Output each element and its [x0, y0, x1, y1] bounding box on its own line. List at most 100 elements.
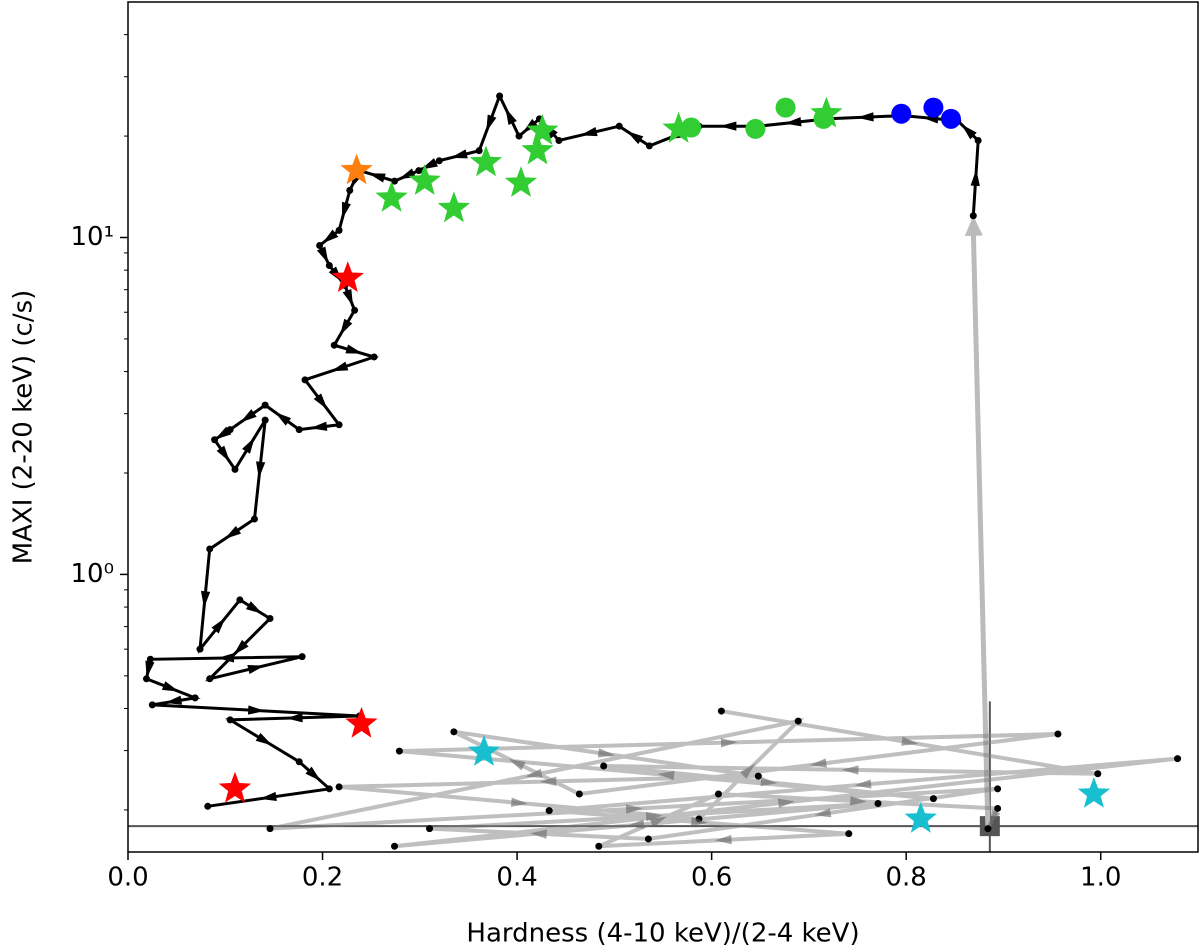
- arrow-head: [145, 660, 155, 678]
- star-marker: [331, 261, 364, 292]
- circle-marker: [745, 118, 766, 139]
- track-point: [391, 842, 399, 850]
- arrow-head: [850, 796, 868, 806]
- y-axis-label: MAXI (2-20 keV) (c/s): [9, 290, 39, 565]
- arrow-head: [486, 114, 497, 132]
- track-point: [226, 716, 234, 724]
- arrow-head: [245, 601, 263, 614]
- track-point: [475, 147, 483, 155]
- track-point: [211, 436, 219, 444]
- track-point: [717, 707, 725, 715]
- track-point: [250, 515, 258, 523]
- transition-arrow-head: [964, 215, 983, 236]
- track-point: [261, 416, 269, 424]
- track-point: [974, 137, 982, 145]
- track-line: [144, 92, 980, 808]
- track-point: [545, 807, 553, 815]
- track-point: [266, 614, 274, 622]
- star-marker: [526, 114, 559, 145]
- arrow-head: [814, 808, 832, 818]
- track-point: [391, 177, 399, 185]
- arrow-head: [161, 681, 180, 692]
- track-point: [435, 157, 443, 165]
- arrow-head: [625, 804, 643, 814]
- arrow-head: [809, 758, 827, 768]
- arrow-head: [539, 776, 557, 786]
- track-point: [335, 226, 343, 234]
- arrow-head: [247, 705, 265, 715]
- arrow-head: [341, 201, 351, 220]
- track-point: [1174, 755, 1182, 763]
- x-tick-label: 0.2: [302, 863, 343, 893]
- arrow-head: [247, 665, 265, 675]
- star-marker: [662, 111, 695, 143]
- y-tick-label: 10⁰: [70, 559, 114, 589]
- track-point: [845, 830, 853, 838]
- track-point: [994, 785, 1002, 793]
- arrow-head: [720, 738, 738, 748]
- track-point: [645, 142, 653, 150]
- star-marker: [375, 181, 408, 212]
- track-point: [146, 655, 154, 663]
- arrow-head: [739, 763, 756, 779]
- arrow-head: [368, 173, 386, 183]
- star-marker: [904, 802, 937, 833]
- arrow-head: [259, 791, 277, 802]
- circle-marker: [923, 97, 944, 118]
- track-point: [204, 802, 212, 810]
- arrow-head: [217, 653, 235, 663]
- track-point: [1054, 730, 1062, 738]
- track-point: [600, 762, 608, 770]
- arrow-head: [627, 819, 645, 829]
- arrow-head: [719, 121, 737, 131]
- arrow-head: [214, 426, 232, 440]
- y-tick-label: 10¹: [70, 222, 114, 252]
- track-point: [969, 212, 977, 220]
- arrow-head: [510, 797, 529, 807]
- arrow-head: [580, 127, 598, 137]
- track-point: [330, 341, 338, 349]
- arrow-head: [626, 131, 644, 145]
- track-point: [874, 799, 882, 807]
- track-point: [714, 790, 722, 798]
- x-tick-label: 0.0: [107, 863, 148, 893]
- track-point: [450, 728, 458, 736]
- track-point: [415, 167, 423, 175]
- x-tick-label: 0.6: [691, 863, 732, 893]
- arrow-head: [961, 124, 977, 140]
- arrow-head: [649, 816, 667, 828]
- arrow-head: [505, 107, 517, 126]
- arrow-head: [274, 412, 292, 426]
- x-tick-label: 0.8: [886, 863, 927, 893]
- arrow-head: [345, 344, 363, 354]
- arrow-head: [777, 798, 795, 808]
- arrow-head: [841, 765, 859, 775]
- track-point: [929, 795, 937, 803]
- track-point: [335, 783, 343, 791]
- track-point: [231, 465, 239, 473]
- star-marker: [1077, 777, 1111, 808]
- track-point: [351, 306, 359, 314]
- track-point: [266, 825, 274, 833]
- arrow-head: [690, 816, 708, 827]
- track-point: [142, 675, 150, 683]
- track-point: [295, 426, 303, 434]
- arrow-head: [714, 834, 732, 845]
- track-point: [496, 92, 504, 100]
- circle-marker: [940, 108, 961, 129]
- track-point: [575, 790, 583, 798]
- track-point: [191, 694, 199, 702]
- arrow-head: [856, 112, 874, 122]
- track-point: [395, 747, 403, 755]
- arrow-head: [216, 445, 230, 462]
- arrow-head: [645, 811, 663, 822]
- track-point: [595, 842, 603, 850]
- arrow-head: [988, 809, 1001, 827]
- track-point: [236, 596, 244, 604]
- plot-frame: [127, 1, 1199, 853]
- arrow-head: [854, 779, 872, 789]
- arrow-head: [200, 590, 211, 609]
- arrow-head: [255, 732, 273, 746]
- track-point: [206, 545, 214, 553]
